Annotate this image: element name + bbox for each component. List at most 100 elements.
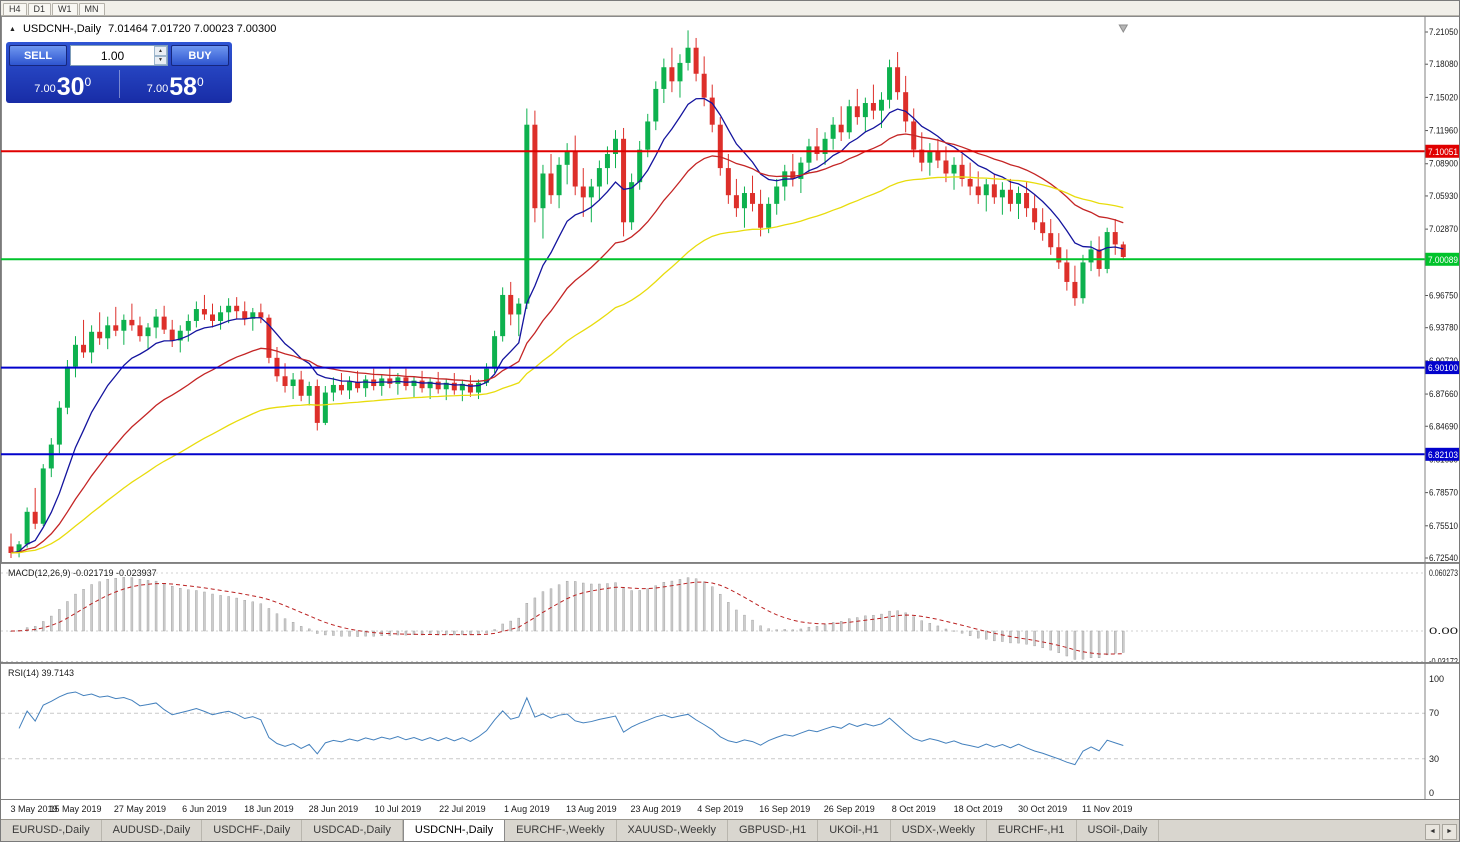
ma-line-10 [10,97,1124,554]
tabs-scroll-left-button[interactable]: ◄ [1425,823,1440,840]
buy-price-display[interactable]: 7.00 58 0 [122,68,230,100]
macd-indicator-label: MACD(12,26,9) -0.021719 -0.023937 [8,568,157,578]
macd-panel[interactable]: 0.060273 0.00 -0.03172 [1,563,1460,663]
time-axis-label: 23 Aug 2019 [630,804,682,814]
svg-text:30: 30 [1429,754,1439,764]
tab-xauusd-weekly[interactable]: XAUUSD-,Weekly [617,820,728,841]
volume-input[interactable]: 1.00 ▲ ▼ [70,45,168,66]
buy-price-sup: 0 [197,75,204,89]
svg-text:7.00089: 7.00089 [1428,255,1458,265]
timeframe-toolbar: H4 D1 W1 MN [1,1,1459,16]
volume-up-button[interactable]: ▲ [154,46,167,56]
tabs-scroll-right-button[interactable]: ► [1442,823,1457,840]
sell-price-display[interactable]: 7.00 30 0 [9,68,117,100]
time-axis-label: 18 Jun 2019 [244,804,294,814]
chart-area: 7.21050 7.18080 7.15020 7.11960 7.08900 7.059… [1,16,1460,819]
time-axis-label: 15 May 2019 [49,804,102,814]
svg-text:6.82103: 6.82103 [1428,450,1458,460]
time-axis-label: 4 Sep 2019 [697,804,744,814]
time-axis-label: 1 Aug 2019 [504,804,550,814]
tab-usdx-weekly[interactable]: USDX-,Weekly [891,820,987,841]
timeframe-h4-button[interactable]: H4 [3,2,27,16]
svg-text:7.18080: 7.18080 [1429,59,1458,69]
candles-layer [8,30,1126,558]
tab-ukoil-h1[interactable]: UKOil-,H1 [818,820,891,841]
tab-usdcnh-daily[interactable]: USDCNH-,Daily [402,820,506,841]
tab-usdchf-daily[interactable]: USDCHF-,Daily [202,820,303,841]
tab-audusd-daily[interactable]: AUDUSD-,Daily [102,820,203,841]
timeframe-d1-button[interactable]: D1 [27,2,52,16]
price-divider [118,70,120,98]
svg-text:7.08900: 7.08900 [1429,159,1458,169]
chart-title: ▲ USDCNH-,Daily 7.01464 7.01720 7.00023 … [9,23,276,35]
tab-gbpusd-h1[interactable]: GBPUSD-,H1 [728,820,819,841]
rsi-panel[interactable]: 100 70 30 0 [1,663,1460,800]
time-axis-label: 11 Nov 2019 [1081,804,1133,814]
tab-usdcad-daily[interactable]: USDCAD-,Daily [302,820,403,841]
time-axis-label: 26 Sep 2019 [823,804,875,814]
svg-text:6.84690: 6.84690 [1429,421,1458,431]
tab-scroll-controls: ◄ ► [1421,820,1459,841]
svg-text:7.05930: 7.05930 [1429,191,1458,201]
time-axis[interactable]: 3 May 2019 15 May 2019 27 May 2019 6 Jun 20… [1,800,1459,819]
ma-line-55 [10,176,1124,554]
tab-usoil-daily[interactable]: USOil-,Daily [1077,820,1160,841]
tab-eurusd-daily[interactable]: EURUSD-,Daily [1,820,102,841]
svg-text:-0.03172: -0.03172 [1429,657,1458,663]
macd-histogram [9,577,1125,660]
timeframe-buttons: H4 D1 W1 MN [3,1,106,17]
volume-down-button[interactable]: ▼ [154,55,167,65]
macd-signal-line [10,581,1124,655]
one-click-trading-panel: SELL 1.00 ▲ ▼ BUY 7.00 30 0 7.00 58 0 [6,42,232,103]
rsi-indicator-label: RSI(14) 39.7143 [8,668,75,678]
svg-text:6.90720: 6.90720 [1429,356,1458,366]
tab-eurchf-weekly[interactable]: EURCHF-,Weekly [505,820,617,841]
sell-price-big: 30 [56,73,85,101]
time-axis-label: 13 Aug 2019 [566,804,617,814]
time-axis-label: 8 Oct 2019 [891,804,936,814]
price-axis: 7.21050 7.18080 7.15020 7.11960 7.08900 7.059… [1425,27,1458,563]
svg-text:7.02870: 7.02870 [1429,224,1458,234]
chart-symbol-label: USDCNH-,Daily [22,23,102,35]
svg-text:6.78570: 6.78570 [1429,488,1458,498]
buy-price-big: 58 [169,73,198,101]
svg-text:7.10051: 7.10051 [1428,147,1458,157]
svg-text:100: 100 [1429,674,1444,684]
rsi-line [18,691,1124,766]
time-axis-label: 28 Jun 2019 [308,804,359,814]
svg-text:7.11960: 7.11960 [1429,126,1458,136]
svg-text:6.75510: 6.75510 [1429,521,1458,531]
svg-text:70: 70 [1429,708,1439,718]
svg-text:6.72540: 6.72540 [1429,553,1458,563]
sell-price-sup: 0 [84,75,92,89]
time-axis-label: 30 Oct 2019 [1018,804,1068,814]
svg-text:6.87660: 6.87660 [1429,389,1458,399]
svg-text:6.93780: 6.93780 [1429,323,1458,333]
time-axis-label: 3 May 2019 [10,804,58,814]
collapse-one-click-icon[interactable]: ▲ [9,25,16,33]
time-axis-label: 27 May 2019 [113,804,166,814]
last-bar-marker-icon [1118,24,1129,34]
main-chart-canvas[interactable]: 7.21050 7.18080 7.15020 7.11960 7.08900 7.059… [1,16,1460,563]
timeframe-w1-button[interactable]: W1 [52,2,78,16]
svg-text:6.90100: 6.90100 [1428,363,1458,373]
sell-price-small: 7.00 [34,83,56,95]
time-axis-label: 22 Jul 2019 [439,804,486,814]
buy-price-small: 7.00 [146,83,169,95]
svg-text:0: 0 [1429,788,1434,798]
volume-value: 1.00 [100,48,125,63]
time-axis-label: 10 Jul 2019 [374,804,422,814]
time-axis-label: 6 Jun 2019 [182,804,227,814]
sell-button[interactable]: SELL [9,45,67,66]
svg-text:7.15020: 7.15020 [1429,92,1458,102]
svg-text:0.00: 0.00 [1429,626,1458,636]
time-axis-label: 16 Sep 2019 [759,804,811,814]
buy-button[interactable]: BUY [171,45,229,66]
ma-line-25 [10,133,1124,554]
symbol-tabbar: EURUSD-,Daily AUDUSD-,Daily USDCHF-,Daily U… [1,819,1459,841]
chart-ohlc-values: 7.01464 7.01720 7.00023 7.00300 [108,23,277,35]
symbol-tabs: EURUSD-,Daily AUDUSD-,Daily USDCHF-,Daily U… [1,820,1421,841]
timeframe-mn-button[interactable]: MN [78,2,105,16]
tab-eurchf-h1[interactable]: EURCHF-,H1 [987,820,1077,841]
